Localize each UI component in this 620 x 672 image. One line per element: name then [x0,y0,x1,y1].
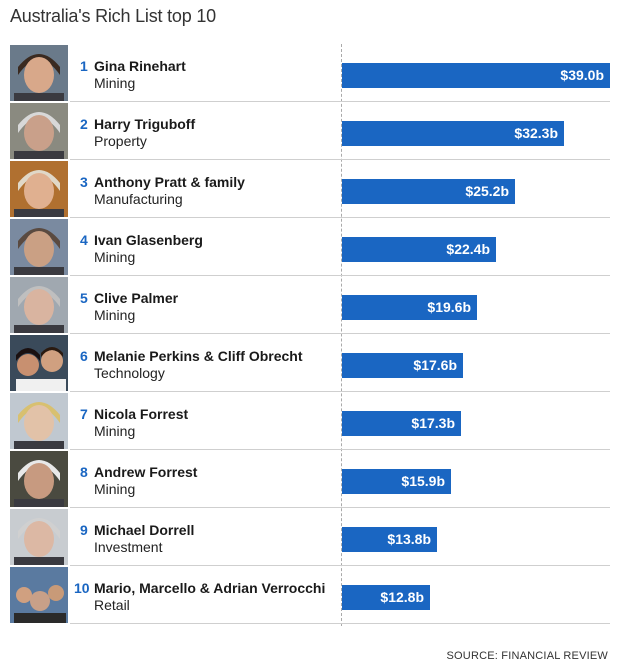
bar: $39.0b [342,63,610,88]
chart-title: Australia's Rich List top 10 [10,6,216,26]
row-divider [70,391,610,392]
bar: $17.3b [342,411,461,436]
bar: $15.9b [342,469,451,494]
portrait-pair-icon [10,335,68,391]
portrait-icon [10,161,68,217]
portrait-icon [10,45,68,101]
axis-baseline [341,44,342,626]
bar-value-label: $39.0b [560,67,604,83]
industry-label: Property [94,133,147,149]
portrait-icon [10,103,68,159]
portrait-group-icon [10,567,68,623]
industry-label: Mining [94,75,136,91]
person-name: Ivan Glasenberg [94,232,203,248]
rich-list-bar-chart: 1 Gina Rinehart Mining $39.0b 2 Harry Trigub… [10,44,610,626]
portrait-icon [10,277,68,333]
bar: $17.6b [342,353,463,378]
rank-number: 4 [80,232,88,248]
portrait-icon [10,509,68,565]
rank-number: 1 [80,58,88,74]
bar-value-label: $17.6b [413,357,457,373]
portrait-icon [10,451,68,507]
bar: $32.3b [342,121,564,146]
row-divider [70,507,610,508]
source-note: SOURCE: FINANCIAL REVIEW [446,650,608,662]
list-item: 1 Gina Rinehart Mining $39.0b [10,44,610,102]
rank-number: 9 [80,522,88,538]
row-divider [70,333,610,334]
bar-value-label: $32.3b [514,125,558,141]
industry-label: Mining [94,423,136,439]
rank-number: 2 [80,116,88,132]
person-name: Melanie Perkins & Cliff Obrecht [94,348,303,364]
industry-label: Mining [94,481,136,497]
industry-label: Mining [94,307,136,323]
industry-label: Retail [94,597,130,613]
person-name: Clive Palmer [94,290,179,306]
person-name: Gina Rinehart [94,58,186,74]
bar: $25.2b [342,179,515,204]
row-divider [70,275,610,276]
row-divider [70,101,610,102]
industry-label: Mining [94,249,136,265]
row-divider [70,449,610,450]
rank-number: 3 [80,174,88,190]
rank-number: 5 [80,290,88,306]
industry-label: Investment [94,539,163,555]
list-item: 8 Andrew Forrest Mining $15.9b [10,450,610,508]
person-name: Mario, Marcello & Adrian Verrocchi [94,580,326,596]
list-item: 10 Mario, Marcello & Adrian Verrocchi Reta… [10,566,610,624]
list-item: 9 Michael Dorrell Investment $13.8b [10,508,610,566]
bar-value-label: $13.8b [387,531,431,547]
list-item: 2 Harry Triguboff Property $32.3b [10,102,610,160]
industry-label: Manufacturing [94,191,183,207]
rank-number: 8 [80,464,88,480]
list-item: 4 Ivan Glasenberg Mining $22.4b [10,218,610,276]
list-item: 6 Melanie Perkins & Cliff Obrecht Technolo… [10,334,610,392]
bar-value-label: $22.4b [446,241,490,257]
bar: $12.8b [342,585,430,610]
row-divider [70,217,610,218]
bar-value-label: $17.3b [411,415,455,431]
row-divider [70,623,610,624]
row-divider [70,565,610,566]
list-item: 7 Nicola Forrest Mining $17.3b [10,392,610,450]
person-name: Nicola Forrest [94,406,189,422]
bar-value-label: $12.8b [380,589,424,605]
portrait-icon [10,393,68,449]
row-divider [70,159,610,160]
bar-value-label: $25.2b [465,183,509,199]
person-name: Anthony Pratt & family [94,174,245,190]
person-name: Michael Dorrell [94,522,195,538]
portrait-icon [10,219,68,275]
list-item: 3 Anthony Pratt & family Manufacturing $25.… [10,160,610,218]
rank-number: 6 [80,348,88,364]
rank-number: 10 [74,580,90,596]
person-name: Harry Triguboff [94,116,196,132]
person-name: Andrew Forrest [94,464,198,480]
bar: $13.8b [342,527,437,552]
list-item: 5 Clive Palmer Mining $19.6b [10,276,610,334]
bar: $22.4b [342,237,496,262]
bar-value-label: $19.6b [427,299,471,315]
rank-number: 7 [80,406,88,422]
bar-value-label: $15.9b [401,473,445,489]
industry-label: Technology [94,365,165,381]
bar: $19.6b [342,295,477,320]
